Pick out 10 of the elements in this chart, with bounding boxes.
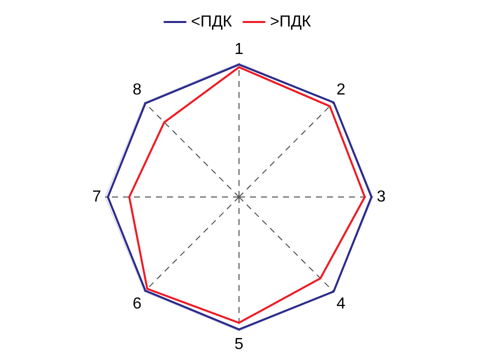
spoke-label: 7	[92, 188, 102, 206]
legend-label: <ПДК	[191, 13, 233, 30]
spoke-label: 4	[336, 295, 346, 312]
spoke-label: 3	[376, 188, 386, 206]
spoke-label: 1	[234, 41, 244, 58]
spoke-label: 8	[132, 81, 142, 98]
legend-label: >ПДК	[270, 13, 312, 30]
spoke-label: 6	[132, 295, 142, 312]
spoke-label: 2	[336, 81, 346, 98]
spoke-label: 5	[234, 336, 244, 353]
